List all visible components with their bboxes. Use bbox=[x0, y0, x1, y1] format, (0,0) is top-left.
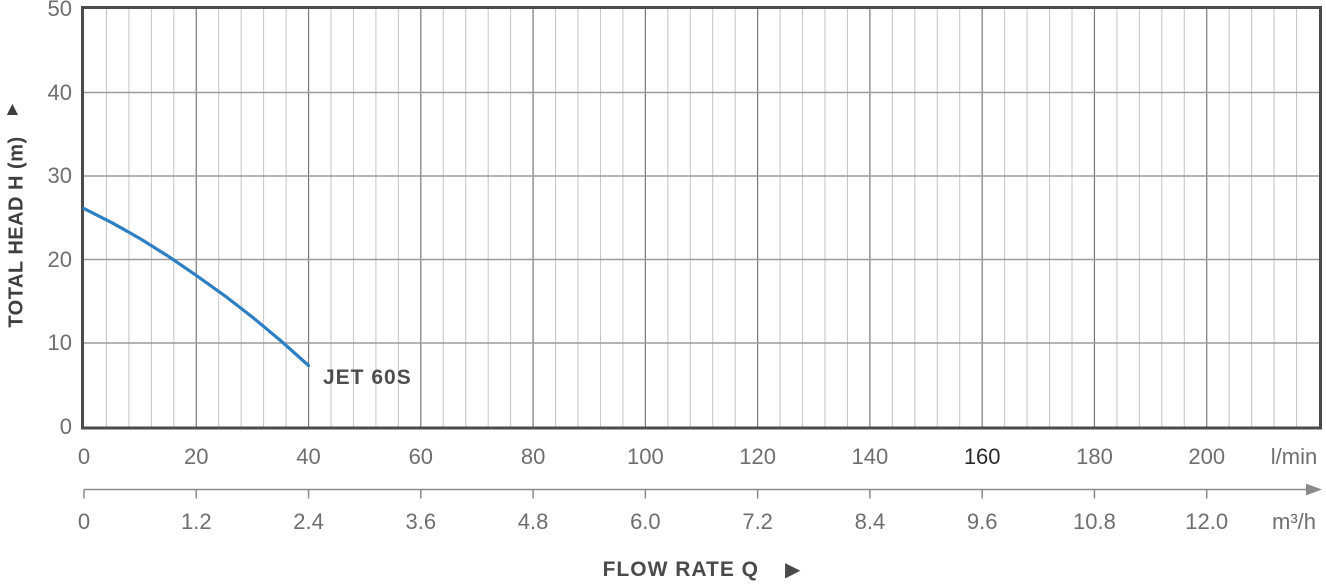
y-axis-arrow-icon: ▲ bbox=[3, 99, 22, 120]
x-tick-label-lmin: 140 bbox=[851, 444, 889, 469]
x-tick-label-lmin: 20 bbox=[184, 444, 209, 469]
grid-major-lines bbox=[195, 9, 1208, 427]
x-tick-label-lmin: 160 bbox=[963, 444, 1001, 469]
y-tick-label: 30 bbox=[47, 163, 72, 188]
x-axis-lmin-unit: l/min bbox=[1270, 444, 1318, 469]
x-tick-label-m3h: 3.6 bbox=[405, 509, 437, 534]
x-tick-label-lmin: 60 bbox=[408, 444, 434, 469]
y-tick-label: 50 bbox=[47, 0, 72, 21]
x-tick-label-lmin: 100 bbox=[627, 444, 664, 469]
x-tick-label-m3h: 10.8 bbox=[1073, 509, 1116, 534]
y-tick-label: 0 bbox=[59, 413, 72, 439]
x-tick-label-m3h: 7.2 bbox=[742, 509, 773, 534]
x-tick-label-m3h: 2.4 bbox=[293, 509, 324, 534]
x-tick-label-m3h: 9.6 bbox=[966, 509, 998, 534]
grid-minor-lines bbox=[105, 9, 1298, 427]
x-tick-label-m3h: 8.4 bbox=[854, 509, 886, 534]
secondary-x-axis bbox=[83, 483, 1322, 499]
x-tick-label-m3h: 1.2 bbox=[180, 509, 212, 534]
x-tick-label-lmin: 120 bbox=[739, 444, 776, 469]
x-axis-m3h-unit: m³/h bbox=[1272, 509, 1316, 534]
x-tick-label-m3h: 12.0 bbox=[1185, 509, 1229, 534]
y-tick-label: 40 bbox=[47, 79, 72, 105]
y-tick-label: 20 bbox=[47, 246, 72, 272]
x-tick-label-lmin: 80 bbox=[520, 444, 546, 469]
x-tick-label-m3h: 6.0 bbox=[630, 509, 661, 534]
x-tick-label-lmin: 180 bbox=[1076, 444, 1113, 469]
y-tick-label: 10 bbox=[47, 330, 72, 355]
x-tick-label-m3h: 4.8 bbox=[517, 509, 549, 534]
series-label-jet60s: JET 60S bbox=[323, 366, 412, 389]
x-tick-label-lmin: 40 bbox=[296, 444, 321, 469]
x-tick-label-lmin: 200 bbox=[1188, 444, 1226, 469]
flow-direction-arrow-icon: ▶ bbox=[785, 559, 801, 581]
x-axis-title-row: FLOW RATE Q ▶ bbox=[84, 556, 1319, 584]
x-axis-title: FLOW RATE Q bbox=[602, 558, 760, 581]
x-tick-label-lmin: 0 bbox=[77, 444, 91, 469]
plot-border bbox=[81, 6, 1322, 430]
grid-horizontal-lines bbox=[84, 91, 1319, 344]
x-tick-label-m3h: 0 bbox=[77, 509, 91, 534]
pump-curve-jet60s bbox=[82, 207, 311, 368]
